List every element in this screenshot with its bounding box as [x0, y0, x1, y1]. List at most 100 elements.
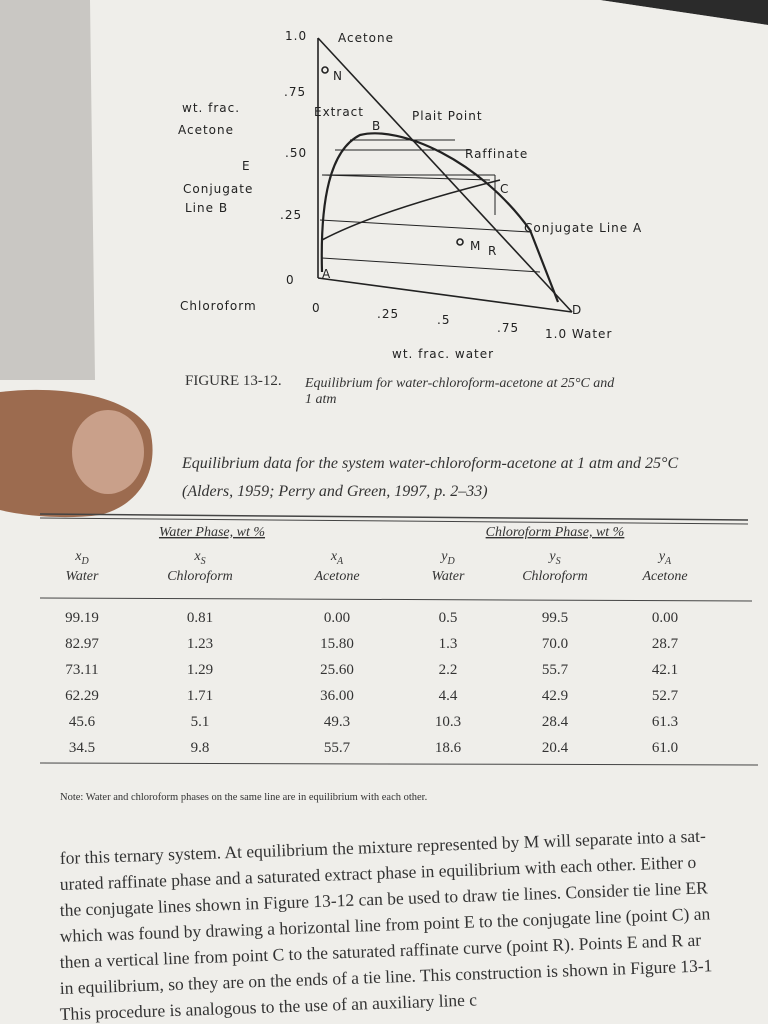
subscript: A: [336, 556, 344, 567]
label: .75: [497, 321, 519, 335]
symbol: x: [74, 549, 82, 564]
cell: 62.29: [65, 688, 99, 704]
cell: 70.0: [542, 636, 568, 652]
cell: 73.11: [65, 662, 98, 678]
cell: 15.80: [320, 636, 354, 652]
cell: 2.2: [439, 662, 458, 678]
cell: 10.3: [435, 714, 461, 730]
column-name: Chloroform: [167, 569, 233, 584]
diagram: [317, 37, 573, 313]
rules: [39, 513, 759, 766]
cell: 1.23: [187, 636, 213, 652]
label: Line B: [185, 201, 228, 215]
solubility-curve: [320, 132, 560, 303]
column-name: Water: [66, 569, 99, 584]
table: Water Phase, wt % Chloroform Phase, wt % x…: [65, 525, 687, 756]
cell: 9.8: [191, 740, 210, 756]
cell: 52.7: [652, 688, 679, 704]
label: Acetone: [338, 31, 394, 45]
diagram-labels: 1.0 Acetone N .75 wt. frac. Acetone Extr…: [178, 29, 642, 361]
label: M: [470, 239, 481, 253]
column-symbol: xA: [330, 549, 344, 567]
group-header: Water Phase, wt %: [159, 525, 265, 540]
label: B: [372, 119, 381, 133]
subscript: D: [80, 556, 89, 567]
cell: 55.7: [324, 740, 351, 756]
label: Conjugate Line A: [524, 221, 642, 235]
cell: 4.4: [439, 688, 458, 704]
cell: 20.4: [542, 740, 569, 756]
label: .25: [280, 208, 302, 222]
cell: 1.71: [187, 688, 213, 704]
label: R: [488, 244, 497, 258]
cell: 0.81: [187, 610, 213, 626]
label: C: [500, 182, 509, 196]
cell: 18.6: [435, 740, 462, 756]
label: wt. frac.: [182, 101, 240, 115]
subscript: S: [201, 556, 206, 567]
symbol: x: [193, 549, 201, 564]
subscript: A: [664, 556, 672, 567]
cell: 0.00: [324, 610, 350, 626]
column-name: Acetone: [313, 569, 359, 584]
table-title: Equilibrium data for the system water-ch…: [181, 455, 678, 472]
label: Plait Point: [412, 109, 483, 123]
table-title: (Alders, 1959; Perry and Green, 1997, p.…: [182, 483, 488, 500]
cell: 55.7: [542, 662, 569, 678]
label: Chloroform: [180, 299, 257, 313]
cell: 42.1: [652, 662, 678, 678]
label: D: [572, 303, 582, 317]
cell: 1.3: [439, 636, 458, 652]
table-note: Note: Water and chloroform phases on the…: [60, 792, 427, 803]
label: .25: [377, 307, 399, 321]
cell: 99.5: [542, 610, 568, 626]
column-symbol: xS: [193, 549, 205, 567]
column-name: Water: [432, 569, 465, 584]
cell: 0.00: [652, 610, 678, 626]
column-symbol: yA: [657, 549, 672, 567]
subscript: S: [556, 556, 561, 567]
label: Extract: [314, 105, 364, 119]
cell: 61.3: [652, 714, 678, 730]
cell: 49.3: [324, 714, 350, 730]
column-name: Chloroform: [522, 569, 588, 584]
column-symbol: xD: [74, 549, 89, 567]
symbol: y: [439, 549, 448, 564]
cell: 0.5: [439, 610, 458, 626]
caption-number: FIGURE 13-12.: [185, 373, 282, 389]
label: 0: [286, 273, 295, 287]
conjugate-line: [321, 179, 501, 241]
caption-text: 1 atm: [305, 392, 337, 407]
label: E: [242, 159, 251, 173]
cell: 5.1: [191, 714, 210, 730]
label: wt. frac. water: [392, 347, 494, 361]
tie-lines: [319, 139, 541, 273]
cell: 28.7: [652, 636, 679, 652]
subscript: D: [446, 556, 455, 567]
cell: 36.00: [320, 688, 354, 704]
label: Acetone: [178, 123, 234, 137]
cell: 25.60: [320, 662, 354, 678]
baseline: [317, 277, 573, 313]
label: .75: [284, 85, 306, 99]
label: 1.0 Water: [545, 327, 612, 341]
cell: 82.97: [65, 636, 99, 652]
column-symbol: yD: [439, 549, 455, 567]
label: Conjugate: [183, 182, 253, 196]
label: 0: [312, 301, 321, 315]
column-name: Acetone: [641, 569, 687, 584]
cell: 45.6: [69, 714, 96, 730]
cell: 28.4: [542, 714, 569, 730]
cell: 1.29: [187, 662, 213, 678]
label: .50: [285, 146, 307, 160]
label: N: [333, 69, 343, 83]
symbol: x: [330, 549, 338, 564]
cell: 42.9: [542, 688, 568, 704]
symbol: y: [657, 549, 666, 564]
cell: 99.19: [65, 610, 99, 626]
cell: 61.0: [652, 740, 678, 756]
thumb: [0, 389, 153, 518]
